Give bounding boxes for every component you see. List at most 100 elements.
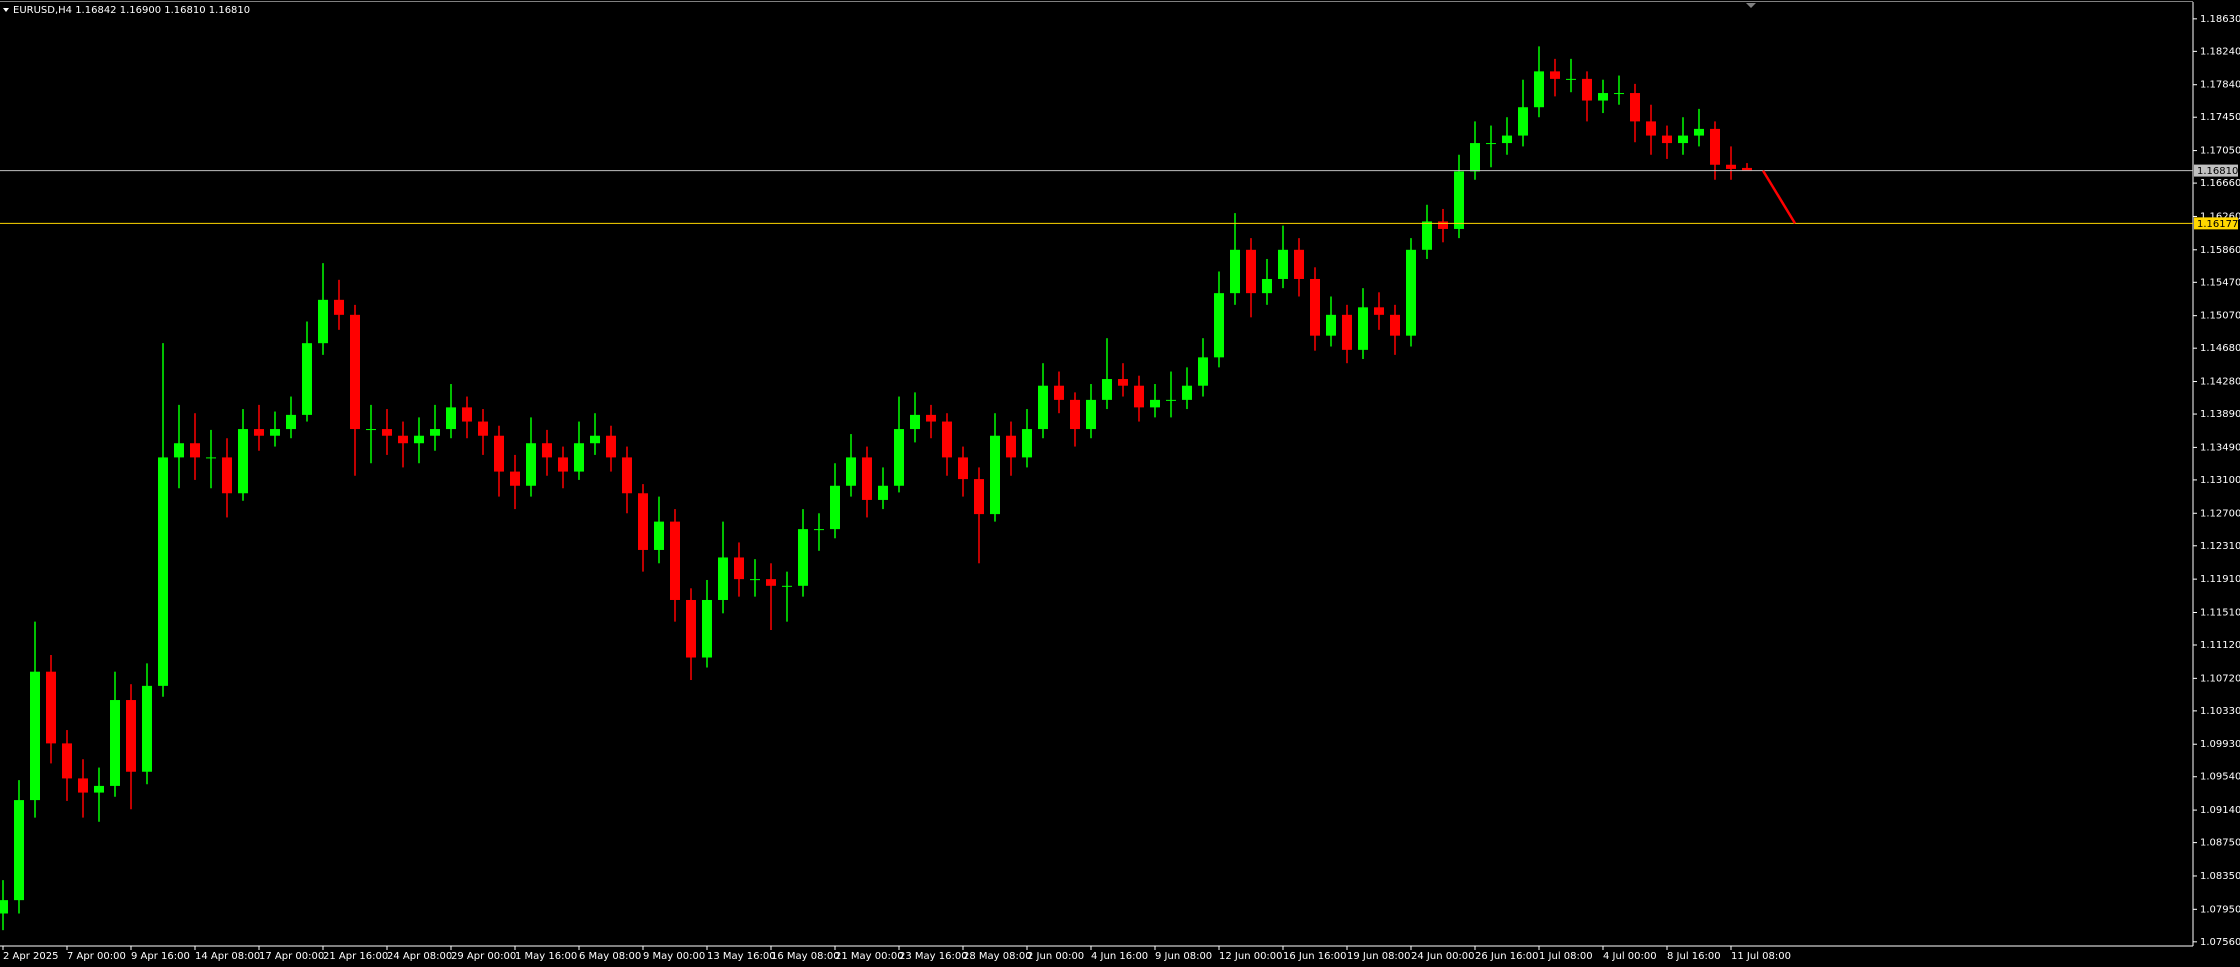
candle-body (1038, 385, 1048, 430)
x-tick-label: 24 Jun 00:00 (1411, 951, 1475, 962)
candle-body (1422, 221, 1432, 250)
candle-body (1470, 143, 1480, 172)
candle-body (974, 479, 984, 515)
candle-body (1022, 429, 1032, 458)
candle-body (94, 785, 104, 793)
candle-body (238, 429, 248, 494)
candle-body (686, 599, 696, 658)
candle-body (1406, 249, 1416, 336)
candle-body (1294, 249, 1304, 279)
candle-body (142, 685, 152, 772)
candle-body (1358, 307, 1368, 350)
candle-body (1630, 93, 1640, 122)
x-tick-label: 9 Apr 16:00 (131, 951, 190, 962)
candle-body (1518, 107, 1528, 136)
y-tick-label: 1.16260 (2200, 211, 2240, 222)
y-tick-label: 1.08750 (2200, 838, 2240, 849)
chart-title: EURUSD,H4 1.16842 1.16900 1.16810 1.1681… (13, 5, 250, 16)
candle-body (222, 457, 232, 494)
candle-body (510, 471, 520, 486)
candle-body (990, 435, 1000, 515)
candle-body (206, 457, 216, 459)
y-tick-label: 1.15470 (2200, 277, 2240, 288)
candle-body (590, 435, 600, 444)
candle-body (542, 443, 552, 458)
x-tick-label: 1 Jul 08:00 (1539, 951, 1593, 962)
candle-body (1374, 307, 1384, 315)
y-tick-label: 1.18630 (2200, 14, 2240, 25)
candle-body (1454, 171, 1464, 229)
candle-body (46, 671, 56, 744)
y-tick-label: 1.11510 (2200, 607, 2240, 618)
y-tick-label: 1.18240 (2200, 46, 2240, 57)
x-tick-label: 28 May 08:00 (963, 951, 1032, 962)
y-tick-label: 1.13890 (2200, 409, 2240, 420)
candle-body (1214, 293, 1224, 358)
y-tick-label: 1.12700 (2200, 508, 2240, 519)
candle-body (1662, 135, 1672, 144)
candle-body (1598, 93, 1608, 101)
candle-body (1230, 249, 1240, 294)
candle-body (350, 314, 360, 430)
candle-body (270, 429, 280, 436)
candle-body (750, 579, 760, 581)
x-tick-label: 8 Jul 16:00 (1667, 951, 1721, 962)
candle-body (158, 457, 168, 686)
candle-body (1726, 164, 1736, 169)
x-tick-label: 13 May 16:00 (707, 951, 776, 962)
x-tick-label: 21 May 00:00 (835, 951, 904, 962)
y-tick-label: 1.13100 (2200, 475, 2240, 486)
candle-body (1390, 314, 1400, 336)
candle-body (926, 414, 936, 422)
candle-body (1262, 278, 1272, 294)
x-tick-label: 21 Apr 16:00 (323, 951, 388, 962)
x-tick-label: 14 Apr 08:00 (195, 951, 260, 962)
y-tick-label: 1.07950 (2200, 904, 2240, 915)
x-tick-label: 16 Jun 16:00 (1283, 951, 1347, 962)
candle-body (414, 435, 424, 444)
candle-body (494, 435, 504, 472)
x-tick-label: 6 May 08:00 (579, 951, 641, 962)
candle-body (830, 485, 840, 530)
candle-body (318, 299, 328, 344)
price-label-box (2194, 164, 2238, 177)
y-tick-label: 1.12310 (2200, 541, 2240, 552)
price-label-box (2194, 217, 2238, 230)
candle-body (766, 579, 776, 586)
title-arrow (3, 8, 9, 12)
x-tick-label: 2 Jun 00:00 (1027, 951, 1084, 962)
y-tick-label: 1.10330 (2200, 706, 2240, 717)
y-tick-label: 1.09540 (2200, 772, 2240, 783)
candle-body (1070, 399, 1080, 430)
candle-body (174, 443, 184, 458)
candle-body (846, 457, 856, 486)
candle-body (814, 529, 824, 531)
candle-body (446, 407, 456, 430)
candle-body (910, 414, 920, 430)
candle-body (1694, 128, 1704, 136)
y-tick-label: 1.07560 (2200, 937, 2240, 948)
candle-body (1102, 379, 1112, 400)
x-tick-label: 1 May 16:00 (515, 951, 577, 962)
candle-body (78, 778, 88, 793)
candle-body (782, 585, 792, 587)
candle-body (382, 429, 392, 436)
candle-body (1006, 435, 1016, 458)
candle-body (734, 557, 744, 580)
y-tick-label: 1.17840 (2200, 80, 2240, 91)
candle-body (1502, 135, 1512, 144)
candle-body (366, 429, 376, 431)
y-tick-label: 1.17450 (2200, 112, 2240, 123)
candle-body (110, 700, 120, 786)
y-tick-label: 1.14280 (2200, 377, 2240, 388)
x-tick-label: 12 Jun 00:00 (1219, 951, 1283, 962)
candle-body (574, 443, 584, 472)
y-tick-label: 1.09140 (2200, 805, 2240, 816)
y-tick-label: 1.16660 (2200, 178, 2240, 189)
x-tick-label: 17 Apr 00:00 (259, 951, 324, 962)
candle-body (1342, 314, 1352, 350)
candle-body (1198, 357, 1208, 386)
candle-body (638, 493, 648, 550)
